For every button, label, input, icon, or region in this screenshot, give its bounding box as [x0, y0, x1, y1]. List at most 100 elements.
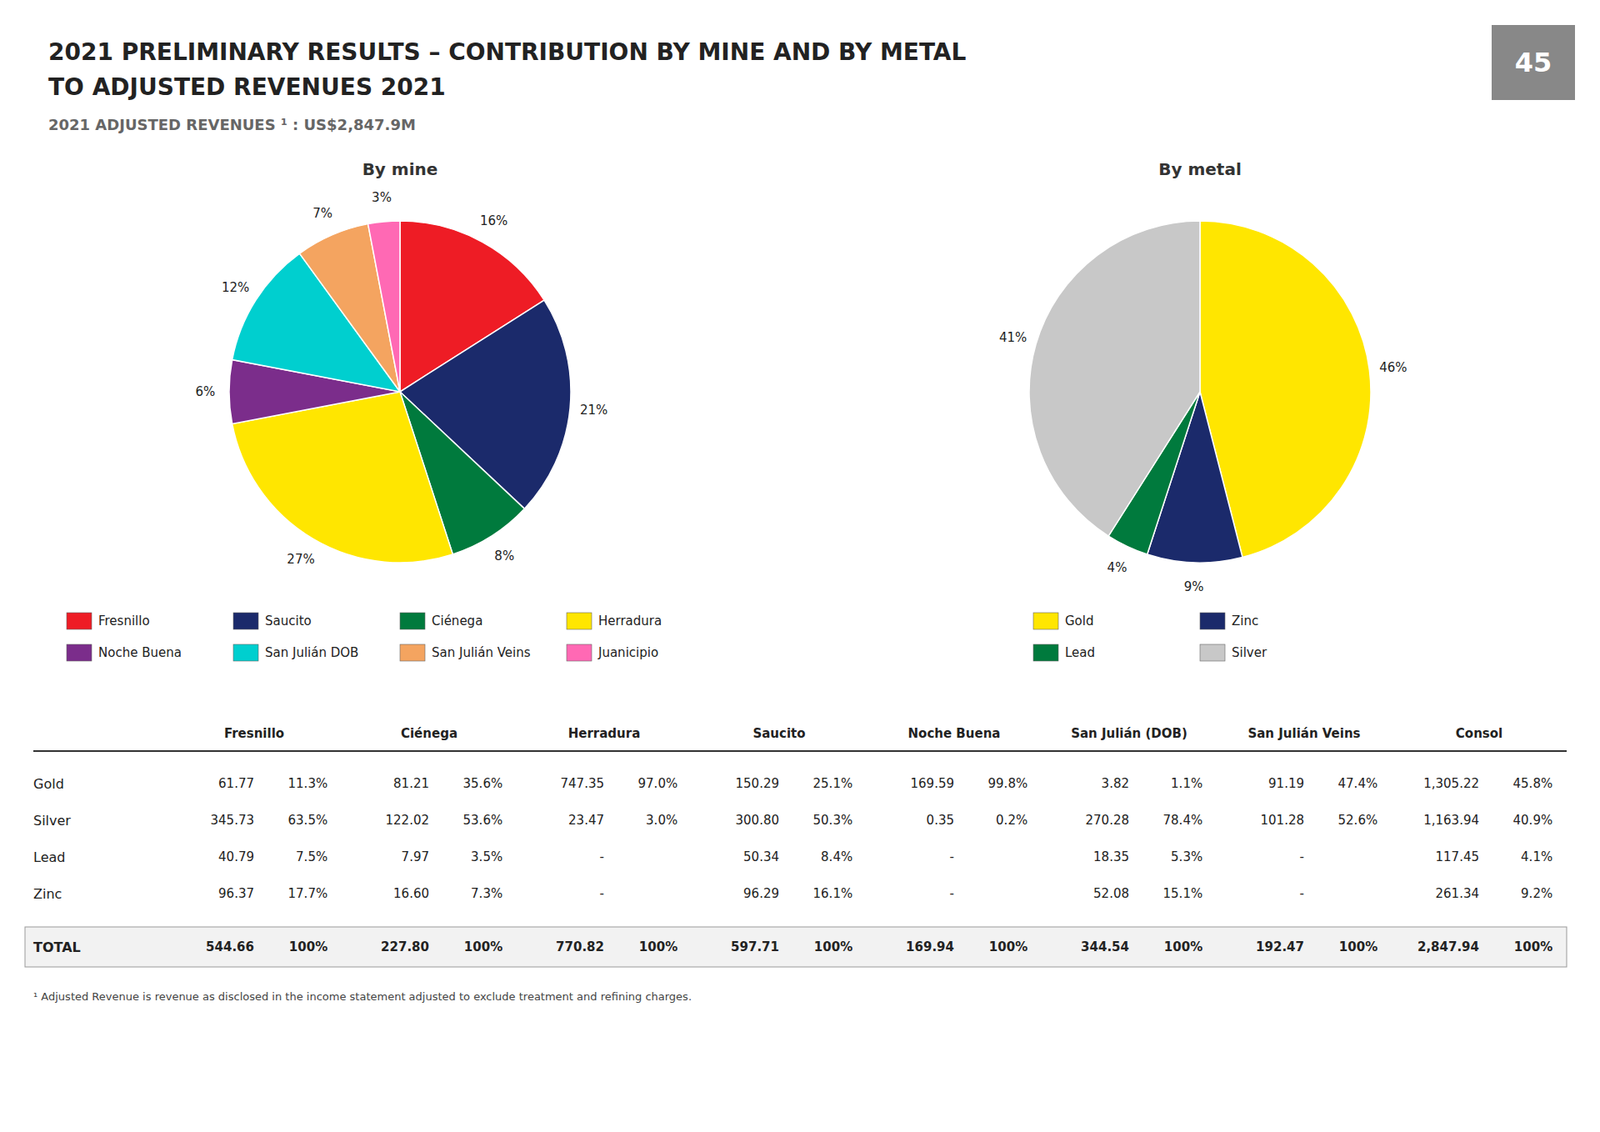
table-share: 9.2%	[1520, 885, 1553, 901]
column-header: Consol	[1455, 725, 1503, 741]
table-value: 0.35	[926, 812, 955, 828]
table-value: -	[1300, 849, 1305, 865]
legend-item: Juanicipio	[566, 644, 659, 661]
data-label: 7%	[312, 205, 333, 221]
legend-label: Gold	[1065, 613, 1095, 629]
title-block: 2021 PRELIMINARY RESULTS – CONTRIBUTION …	[48, 38, 967, 134]
table-share: 100%	[464, 939, 503, 955]
table-share: 11.3%	[288, 775, 329, 791]
legend-item: Fresnillo	[66, 612, 150, 630]
table-share: 53.6%	[463, 812, 504, 828]
table-share: 100%	[814, 939, 853, 955]
pie-chart: By mine16%21%8%27%6%12%7%3%FresnilloSauc…	[66, 159, 662, 661]
table-value: 192.47	[1255, 939, 1305, 955]
table-value: 300.80	[735, 812, 780, 828]
legend-swatch	[233, 612, 259, 630]
pie-chart: By metal46%9%4%41%GoldZincLeadSilver	[999, 159, 1408, 661]
legend-label: Ciénega	[431, 613, 483, 629]
table-value: 81.21	[393, 775, 430, 791]
data-label: 3%	[371, 190, 392, 205]
title: 2021 PRELIMINARY RESULTS – CONTRIBUTION …	[48, 38, 967, 66]
legend-label: Silver	[1231, 645, 1268, 660]
table-value: 7.97	[401, 849, 430, 865]
legend-swatch	[66, 612, 92, 630]
header-rule	[33, 750, 1567, 752]
table-value: 50.34	[743, 849, 780, 865]
data-label: 16%	[480, 213, 508, 229]
table-value: 169.59	[910, 775, 955, 791]
table-share: 4.1%	[1520, 849, 1553, 865]
legend-item: Silver	[1200, 644, 1268, 661]
legend-swatch	[1200, 612, 1225, 630]
table-value: 18.35	[1093, 849, 1130, 865]
table-share: 17.7%	[288, 885, 329, 901]
data-label: 9%	[1184, 579, 1205, 595]
table-value: 96.29	[743, 885, 780, 901]
table-value: -	[950, 849, 955, 865]
table-share: 7.5%	[295, 849, 328, 865]
table-value: 1,163.94	[1423, 812, 1480, 828]
slices	[229, 220, 571, 563]
table-value: 91.19	[1268, 775, 1305, 791]
table-value: 52.08	[1093, 885, 1130, 901]
subtitle: 2021 ADJUSTED REVENUES ¹ : US$2,847.9M	[48, 115, 416, 134]
table-share: 8.4%	[820, 849, 853, 865]
table-value: 150.29	[735, 775, 780, 791]
data-label: 4%	[1107, 560, 1128, 575]
table-value: 3.82	[1101, 775, 1130, 791]
legend-item: Saucito	[233, 612, 312, 630]
legend-swatch	[1033, 612, 1059, 630]
row-label: Lead	[33, 849, 65, 865]
table-value: 23.47	[568, 812, 605, 828]
column-header: San Julián Veins	[1247, 725, 1360, 741]
pie-slice	[1029, 220, 1200, 536]
legend-label: San Julián DOB	[265, 645, 359, 660]
table-value: 345.73	[210, 812, 255, 828]
table-value: 117.45	[1435, 849, 1480, 865]
legend-label: Lead	[1065, 645, 1095, 660]
table-value: 1,305.22	[1423, 775, 1480, 791]
column-header: Saucito	[752, 725, 805, 741]
page-number-box: 45	[1491, 25, 1575, 100]
table-value: -	[600, 885, 605, 901]
data-labels: 16%21%8%27%6%12%7%3%	[195, 190, 608, 567]
page-number: 45	[1515, 46, 1553, 79]
table-value: 344.54	[1080, 939, 1130, 955]
data-label: 8%	[494, 548, 515, 564]
data-label: 12%	[221, 280, 250, 295]
data-label: 6%	[195, 384, 215, 400]
table-share: 15.1%	[1163, 885, 1204, 901]
table-share: 78.4%	[1163, 812, 1204, 828]
legend-item: Herradura	[566, 612, 662, 630]
data-label: 21%	[580, 402, 608, 418]
table-value: 16.60	[393, 885, 430, 901]
legend: GoldZincLeadSilver	[1033, 612, 1268, 661]
table-share: 47.4%	[1338, 775, 1379, 791]
table-share: 100%	[1164, 939, 1203, 955]
column-header: San Julián (DOB)	[1070, 725, 1188, 741]
legend-item: San Julián DOB	[233, 644, 359, 661]
title: TO ADJUSTED REVENUES 2021	[48, 73, 446, 101]
table-share: 99.8%	[988, 775, 1029, 791]
legend-swatch	[66, 644, 92, 661]
table-value: 261.34	[1435, 885, 1480, 901]
legend-label: San Julián Veins	[431, 645, 531, 660]
table-value: 122.02	[385, 812, 430, 828]
row-label: Gold	[33, 775, 65, 792]
table-share: 100%	[1514, 939, 1553, 955]
legend-swatch	[400, 612, 425, 630]
total-band	[25, 926, 1567, 967]
legend-swatch	[566, 644, 592, 661]
legend-swatch	[1033, 644, 1059, 661]
table-value: -	[950, 885, 955, 901]
table-share: 1.1%	[1170, 775, 1203, 791]
table-share: 50.3%	[813, 812, 854, 828]
footnote: ¹ Adjusted Revenue is revenue as disclos…	[33, 990, 692, 1003]
data-label: 41%	[999, 330, 1027, 345]
slices	[1029, 220, 1371, 563]
data-labels: 46%9%4%41%	[999, 330, 1408, 595]
table-share: 25.1%	[813, 775, 854, 791]
table-share: 63.5%	[288, 812, 329, 828]
table-share: 3.5%	[470, 849, 503, 865]
legend: FresnilloSaucitoCiénegaHerraduraNoche Bu…	[66, 612, 662, 661]
